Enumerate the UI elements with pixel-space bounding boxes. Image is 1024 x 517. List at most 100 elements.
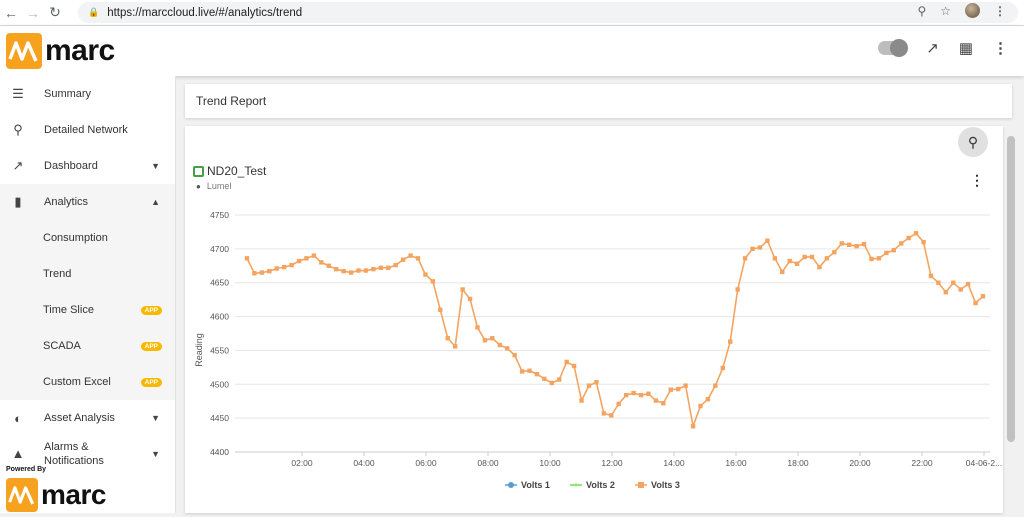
data-point — [423, 272, 428, 277]
sidebar-item-label: Consumption — [43, 232, 108, 244]
sidebar: ☰ Summary ⚲ Detailed Network ↗ Dashboard… — [0, 76, 176, 513]
address-bar[interactable]: 🔒 https://marccloud.live/#/analytics/tre… — [78, 2, 1018, 23]
scrollbar-thumb[interactable] — [1007, 136, 1015, 442]
footer-logo-text: marc — [41, 479, 106, 510]
x-tick-label: 20:00 — [849, 458, 871, 468]
profile-avatar[interactable] — [965, 3, 980, 18]
url-text: https://marccloud.live/#/analytics/trend — [107, 6, 303, 19]
browser-actions: ⚲ ☆ ⋮ — [917, 3, 1006, 18]
data-point — [705, 396, 711, 402]
data-point — [720, 365, 725, 371]
browser-menu-icon[interactable]: ⋮ — [994, 3, 1006, 18]
legend-item[interactable]: Volts 1 — [505, 480, 550, 490]
bar-chart-icon: ▮ — [14, 194, 22, 209]
data-point — [713, 383, 718, 388]
data-point — [445, 336, 450, 341]
data-point — [490, 336, 495, 341]
data-point — [668, 387, 673, 392]
sidebar-item-label: Summary — [44, 88, 92, 100]
data-point — [244, 256, 250, 261]
more-vert-icon[interactable]: ⋮ — [993, 40, 1008, 57]
data-point — [906, 235, 911, 241]
data-point — [534, 371, 540, 377]
data-point — [965, 281, 971, 287]
sidebar-item-analytics[interactable]: ▮ Analytics ▲ — [0, 184, 175, 220]
sidebar-item-alarms[interactable]: ▲ Alarms & Notifications ▼ — [0, 436, 175, 472]
device-name: ND20_Test — [207, 164, 267, 178]
y-tick-label: 4750 — [210, 210, 229, 220]
legend-label: Volts 1 — [521, 480, 550, 490]
data-point — [891, 248, 896, 253]
forward-arrow-icon[interactable]: → — [26, 4, 40, 21]
sidebar-item-trend[interactable]: Trend — [0, 256, 175, 292]
x-tick-label: 04:00 — [353, 458, 375, 468]
y-tick-label: 4500 — [210, 379, 229, 389]
data-point — [557, 377, 562, 382]
chip-icon — [193, 165, 204, 177]
building-icon[interactable]: ▦ — [958, 40, 973, 57]
theme-toggle[interactable] — [878, 39, 909, 57]
device-location: ● Lumel — [196, 181, 231, 191]
open-external-icon[interactable]: ↗ — [926, 40, 939, 57]
data-point — [913, 231, 919, 236]
sidebar-item-label: Alarms & Notifications — [44, 441, 104, 467]
data-point — [319, 260, 324, 265]
data-point — [787, 258, 792, 264]
data-point — [973, 300, 978, 306]
marc-logo[interactable]: marc — [6, 33, 115, 69]
data-point — [452, 344, 458, 349]
sidebar-item-dashboard[interactable]: ↗ Dashboard ▼ — [0, 148, 175, 184]
data-point — [564, 359, 569, 365]
data-point — [832, 250, 837, 255]
bell-icon: ▲ — [11, 446, 25, 461]
data-point — [646, 391, 651, 396]
sidebar-item-label: Dashboard — [44, 160, 98, 172]
y-tick-label: 4650 — [210, 278, 229, 288]
sidebar-item-custom-excel[interactable]: Custom Excel APP — [0, 364, 175, 400]
data-point — [438, 307, 443, 312]
sidebar-item-consumption[interactable]: Consumption — [0, 220, 175, 256]
report-header: Trend Report — [185, 84, 1012, 118]
x-tick-label: 04-06-2... — [966, 458, 1002, 468]
data-point — [527, 368, 532, 373]
legend-item[interactable]: Volts 3 — [635, 480, 680, 490]
legend-item[interactable]: + Volts 2 — [570, 480, 615, 490]
sidebar-item-detailed-network[interactable]: ⚲ Detailed Network — [0, 112, 175, 148]
chevron-down-icon: ▼ — [151, 449, 160, 459]
search-icon[interactable]: ⚲ — [958, 127, 988, 157]
data-point — [824, 256, 830, 261]
app-badge: APP — [140, 341, 162, 351]
sidebar-item-asset-analysis[interactable]: ◐ Asset Analysis ▼ — [0, 400, 175, 436]
x-tick-label: 22:00 — [911, 458, 933, 468]
card-menu-icon[interactable]: ⋮ — [970, 172, 984, 188]
star-icon[interactable]: ☆ — [940, 3, 951, 18]
data-point — [728, 339, 733, 344]
data-point — [802, 254, 807, 260]
x-tick-label: 12:00 — [601, 458, 623, 468]
app-header: marc ↗ ▦ ⋮ — [0, 26, 1024, 76]
data-point — [921, 239, 926, 245]
data-point — [854, 243, 859, 249]
data-point — [281, 264, 287, 270]
legend-marker — [508, 482, 514, 488]
y-axis-title: Reading — [194, 333, 204, 367]
data-point — [356, 268, 361, 273]
back-arrow-icon[interactable]: ← — [4, 4, 18, 21]
data-point — [460, 287, 465, 292]
data-point — [348, 270, 354, 275]
data-point — [861, 241, 867, 247]
data-point — [869, 256, 874, 262]
data-point — [735, 287, 740, 292]
data-point — [772, 256, 778, 261]
trend-icon: ↗ — [12, 158, 24, 173]
data-point — [274, 266, 279, 271]
sidebar-item-scada[interactable]: SCADA APP — [0, 328, 175, 364]
reload-icon[interactable]: ↻ — [49, 4, 61, 20]
sidebar-item-time-slice[interactable]: Time Slice APP — [0, 292, 175, 328]
sidebar-item-summary[interactable]: ☰ Summary — [0, 76, 175, 112]
key-icon[interactable]: ⚲ — [917, 3, 927, 18]
sidebar-item-label: Asset Analysis — [44, 412, 115, 424]
analytics-group: ▮ Analytics ▲ Consumption Trend Time Sli… — [0, 184, 175, 400]
y-axis: 4400 4450 4500 4550 4600 4650 4700 4750 — [210, 210, 990, 457]
chevron-up-icon: ▲ — [151, 197, 160, 207]
